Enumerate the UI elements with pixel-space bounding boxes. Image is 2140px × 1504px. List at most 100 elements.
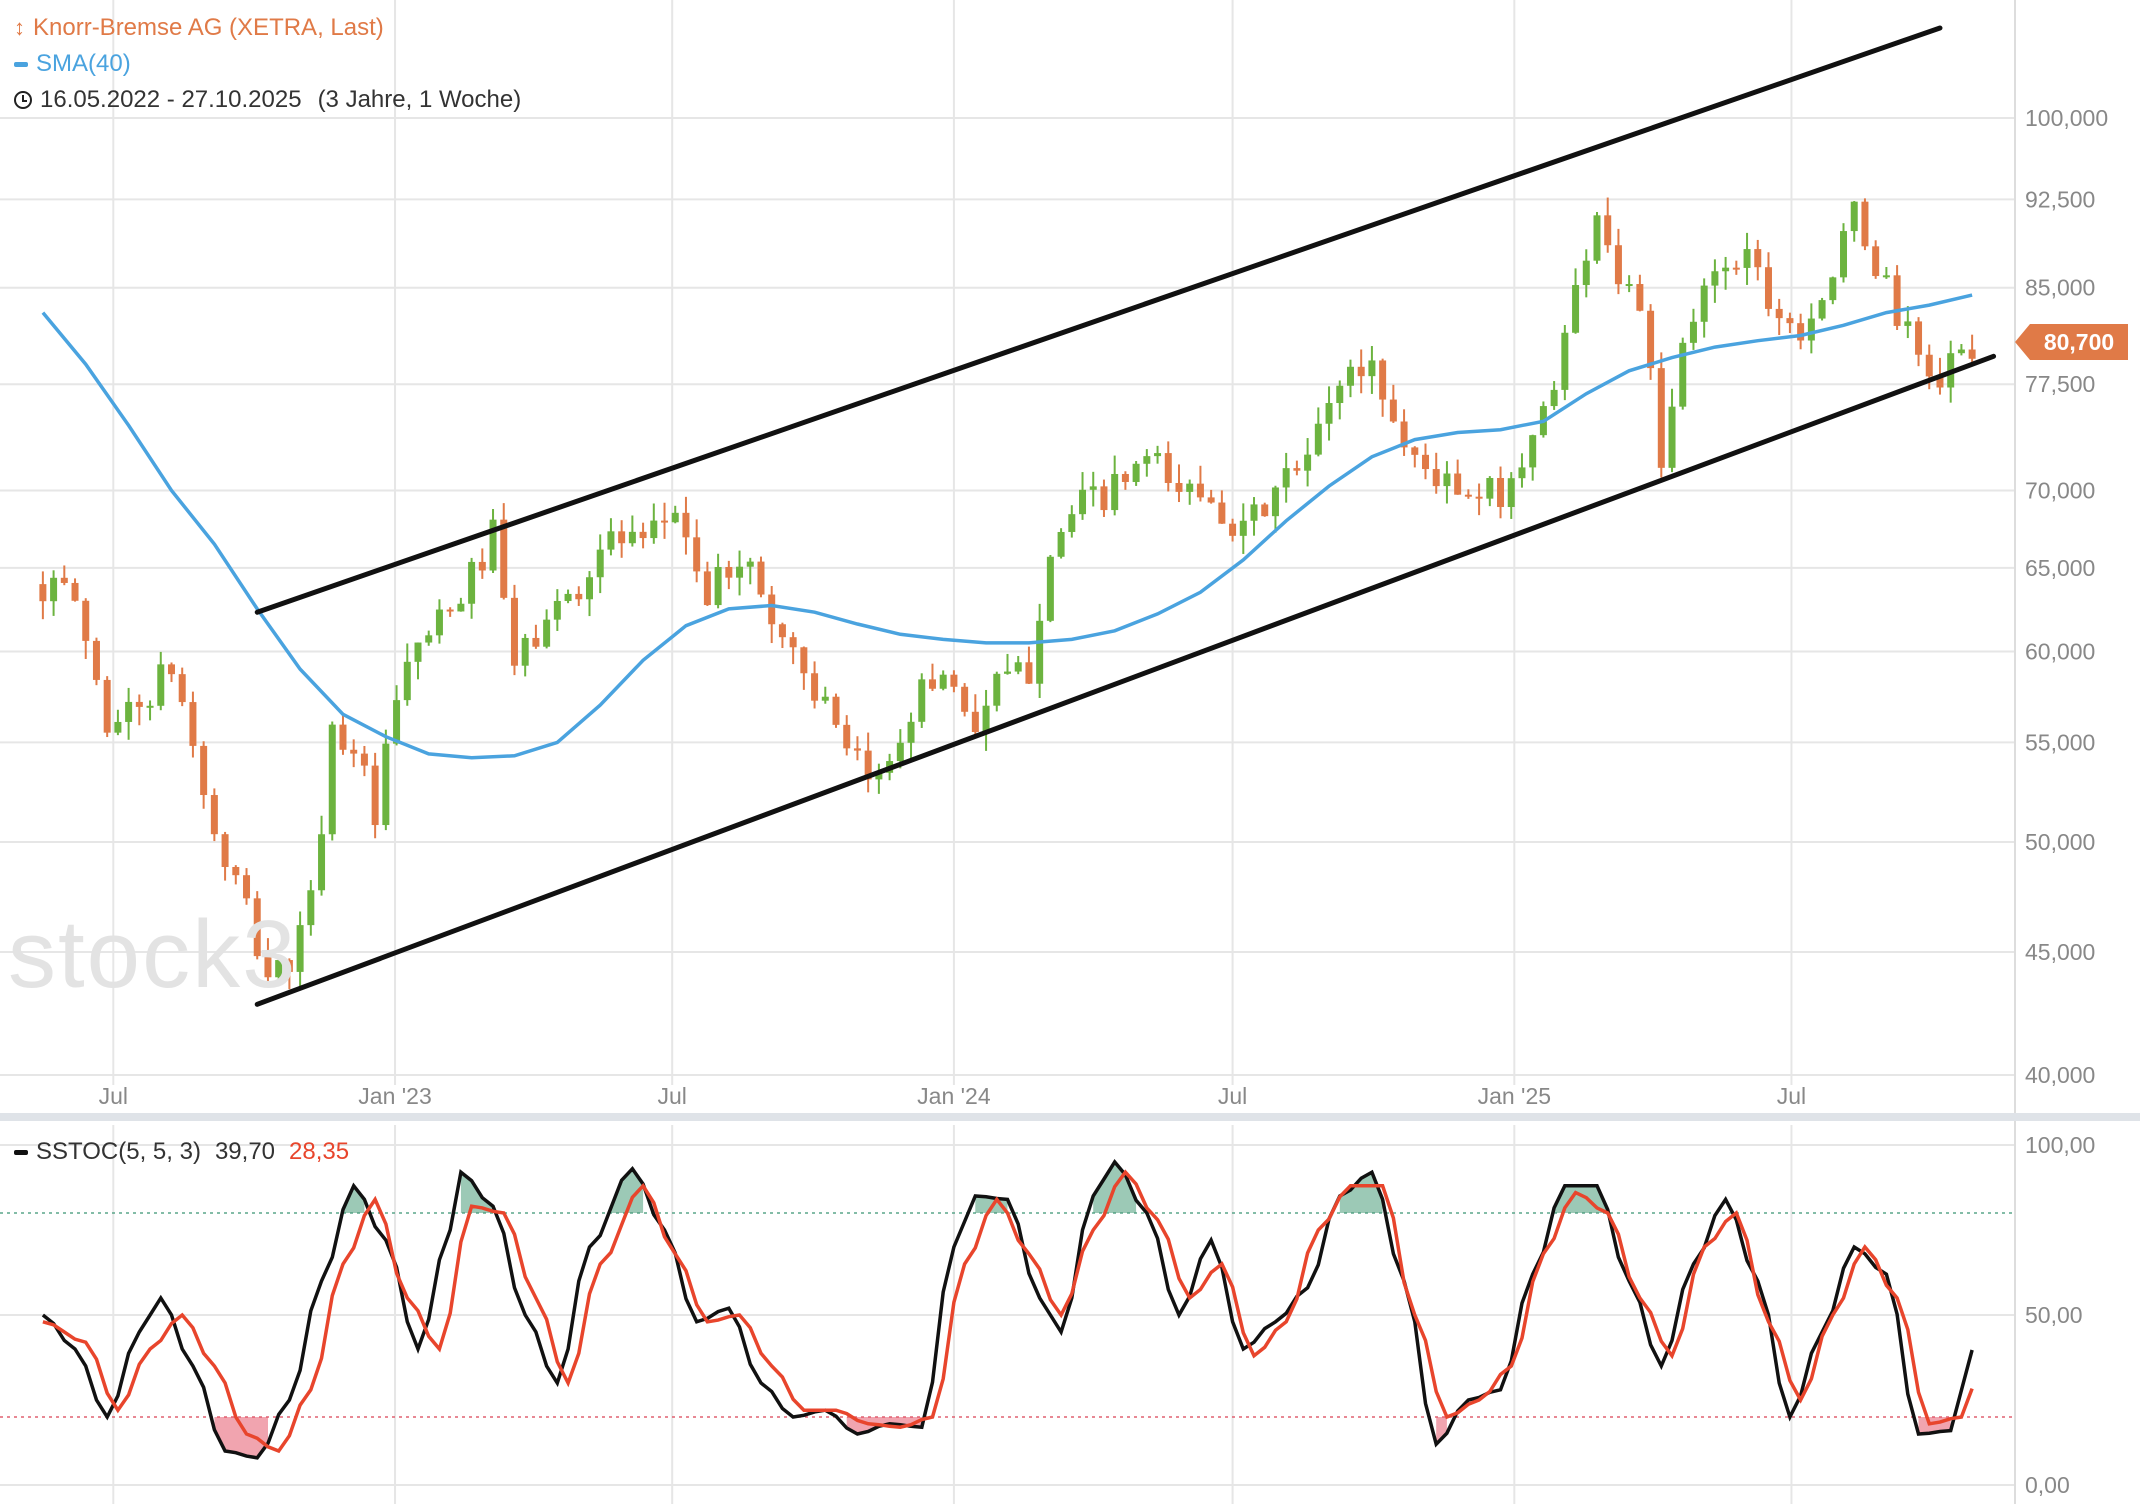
candle-body (114, 721, 122, 733)
price-tick-label: 55,000 (2025, 729, 2095, 755)
candle-body (157, 664, 165, 706)
time-tick-label: Jul (1777, 1083, 1806, 1109)
candle-body (1432, 469, 1440, 487)
candle-body (103, 679, 111, 733)
price-tick-label: 65,000 (2025, 555, 2095, 581)
candle-body (746, 561, 754, 567)
candle-body (1614, 245, 1622, 285)
candle-body (564, 593, 572, 601)
candle-body (307, 890, 315, 926)
price-tick-label: 100,000 (2025, 105, 2108, 131)
time-tick-label: Jul (1218, 1083, 1247, 1109)
last-price-badge: 80,700 (2015, 323, 2128, 360)
candle-body (875, 772, 883, 780)
candle-body (628, 531, 636, 544)
stochastic-k-value: 39,70 (214, 1138, 276, 1165)
candle-body (1561, 332, 1569, 390)
candle-body (1079, 489, 1087, 515)
candle-body (39, 584, 47, 602)
candle-body (1818, 300, 1826, 319)
sma-label: SMA(40) (36, 50, 131, 77)
candle-body (585, 577, 593, 600)
candle-body (1861, 201, 1869, 247)
candle-body (275, 960, 283, 978)
candle-body (1636, 284, 1644, 311)
candle-body (1357, 366, 1365, 377)
candle-body (693, 537, 701, 572)
candle-body (178, 674, 186, 703)
candle-body (510, 597, 518, 666)
candle-body (446, 609, 454, 612)
candle-body (1346, 366, 1354, 386)
candle-body (1368, 360, 1376, 377)
candle-body (682, 512, 690, 538)
channel-upper-line (254, 25, 1943, 615)
candle-body (661, 520, 669, 523)
candle-body (457, 603, 465, 612)
candle-body (1196, 483, 1204, 498)
candle-body (1411, 447, 1419, 455)
candle-body (425, 635, 433, 643)
candle-body (1657, 368, 1665, 468)
period-duration: (3 Jahre, 1 Woche) (317, 86, 522, 113)
candle-body (92, 640, 100, 680)
candle-body (1593, 215, 1601, 261)
candle-body (1572, 285, 1580, 333)
candle-body (768, 594, 776, 625)
candle-body (1261, 504, 1269, 517)
candle-body (1689, 321, 1697, 343)
candle-body (1443, 473, 1451, 487)
candle-body (350, 749, 358, 754)
candle-body (1850, 201, 1858, 232)
candle-body (1754, 249, 1762, 268)
candle-body (1872, 246, 1880, 277)
price-tick-label: 45,000 (2025, 939, 2095, 965)
candle-body (1218, 502, 1226, 524)
candle-body (671, 512, 679, 523)
candle-body (1668, 406, 1676, 468)
price-tick-label: 92,500 (2025, 186, 2095, 212)
time-axis: Jul Jan '23 Jul Jan '24 Jul Jan '25 Jul (99, 1083, 1807, 1109)
candle-body (328, 724, 336, 835)
candle-body (1604, 215, 1612, 246)
price-tick-label: 85,000 (2025, 275, 2095, 301)
oversold-zone (214, 1417, 268, 1458)
candle-body (736, 566, 744, 578)
candle-body (189, 702, 197, 746)
candle-body (1497, 477, 1505, 508)
candle-body (403, 661, 411, 701)
candle-body (1797, 323, 1805, 341)
candle-body (1186, 483, 1194, 492)
candle-body (821, 696, 829, 701)
candle-body (1207, 497, 1215, 503)
candle-body (521, 637, 529, 666)
candle-body (1957, 349, 1965, 354)
candle-body (864, 750, 872, 780)
candle-body (146, 705, 154, 708)
price-tick-label: 77,500 (2025, 371, 2095, 397)
candle-body (832, 696, 840, 725)
time-tick-label: Jul (99, 1083, 128, 1109)
candle-body (232, 866, 240, 876)
candle-body (125, 701, 133, 722)
candle-body (414, 642, 422, 662)
candle-body (1100, 486, 1108, 511)
candle-body (339, 724, 347, 750)
candle-body (596, 549, 604, 578)
candle-body (1282, 468, 1290, 488)
candle-body (393, 700, 401, 744)
candle-body (1121, 473, 1129, 482)
price-tick-label: 60,000 (2025, 639, 2095, 665)
candle-body (1829, 277, 1837, 301)
candle-body (1915, 321, 1923, 355)
candle-body (1379, 360, 1387, 400)
candle-body (1475, 496, 1483, 499)
candle-body (382, 743, 390, 826)
candle-body (135, 701, 143, 707)
candle-body (896, 742, 904, 762)
candle-body (1143, 456, 1151, 464)
candle-body (1454, 473, 1462, 495)
sma-line (41, 293, 1973, 760)
price-tick-label: 40,000 (2025, 1062, 2095, 1088)
candle-body (703, 571, 711, 606)
